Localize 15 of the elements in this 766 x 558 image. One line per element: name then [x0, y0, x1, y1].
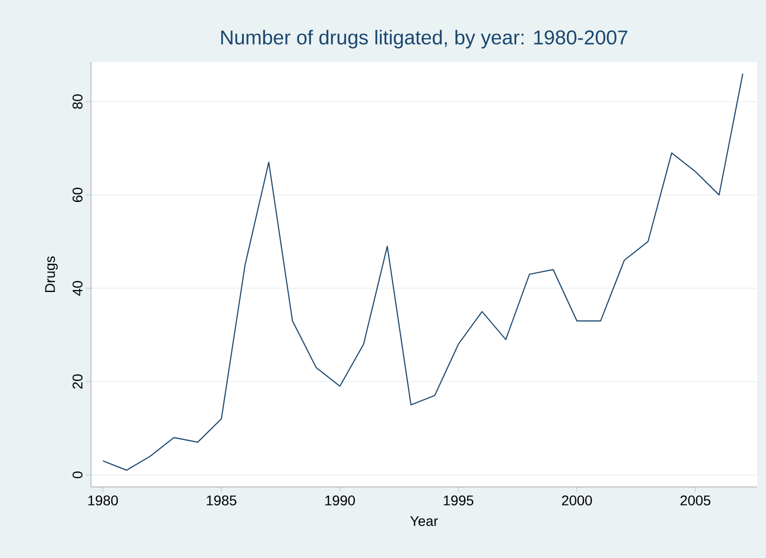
x-tick-label: 2005	[680, 496, 710, 506]
x-tick-label: 1995	[444, 496, 474, 506]
x-tick-label: 2000	[562, 496, 592, 506]
x-tick-label: 1985	[206, 496, 236, 506]
x-axis-title: Year	[410, 516, 438, 526]
chart-title: Number of drugs litigated, by year: 1980-2007	[221, 30, 628, 48]
y-tick-label: 0	[72, 472, 82, 478]
y-tick-label: 20	[72, 374, 82, 389]
x-tick-label: 1980	[88, 496, 118, 506]
y-tick-label: 80	[72, 94, 82, 109]
y-axis-title: Drugs	[45, 256, 58, 292]
y-tick-label: 60	[72, 188, 82, 202]
line-series	[102, 73, 744, 471]
x-tick-label: 1990	[325, 496, 355, 506]
y-tick-label: 40	[72, 281, 82, 296]
